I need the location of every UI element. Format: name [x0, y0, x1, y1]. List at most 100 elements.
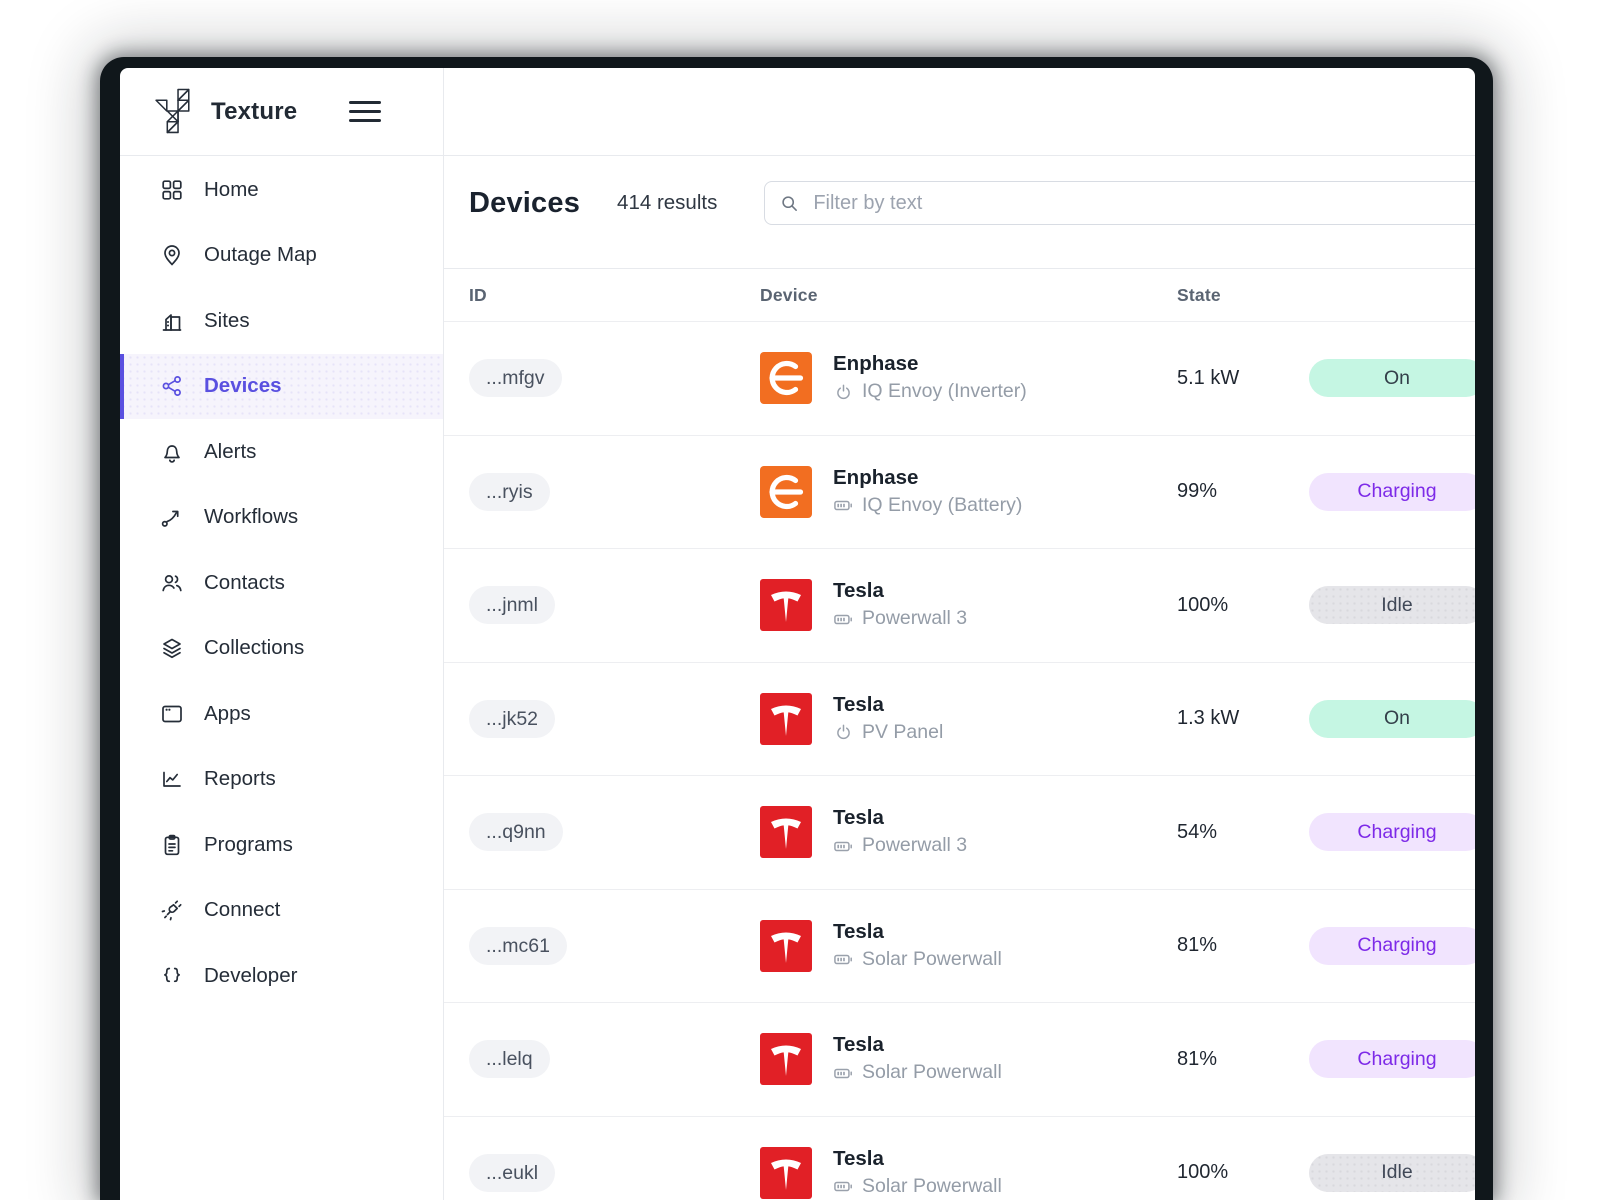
search-box[interactable]: [764, 181, 1475, 225]
device-model: Solar Powerwall: [833, 1063, 1002, 1084]
sidebar-item-outage-map[interactable]: Outage Map: [120, 223, 443, 289]
device-state-value: 100%: [1177, 593, 1229, 616]
sidebar-item-label: Home: [204, 177, 259, 201]
sidebar-item-label: Contacts: [204, 570, 285, 594]
enphase-logo-icon: [760, 352, 812, 405]
cell-id: ...q9nn: [444, 813, 760, 852]
sidebar-item-label: Developer: [204, 963, 298, 987]
sidebar-item-sites[interactable]: Sites: [120, 288, 443, 354]
clipboard-icon: [160, 833, 184, 857]
tesla-logo-icon: [760, 692, 812, 745]
sidebar-item-workflows[interactable]: Workflows: [120, 485, 443, 551]
device-id-pill: ...ryis: [469, 472, 550, 511]
cell-id: ...mfgv: [444, 359, 760, 398]
device-model-label: Powerwall 3: [862, 607, 968, 630]
sidebar-item-collections[interactable]: Collections: [120, 616, 443, 682]
sidebar-item-reports[interactable]: Reports: [120, 747, 443, 813]
table-row[interactable]: ...eukl Tesla Solar Powerwall 100% Idle: [444, 1115, 1475, 1200]
table-row[interactable]: ...ryis Enphase IQ Envoy (Battery) 99% C…: [444, 434, 1475, 549]
table-row[interactable]: ...jnml Tesla Powerwall 3 100% Idle: [444, 548, 1475, 662]
sidebar-item-contacts[interactable]: Contacts: [120, 550, 443, 616]
sidebar-item-developer[interactable]: Developer: [120, 943, 443, 1009]
search-input[interactable]: [811, 190, 1475, 216]
building-icon: [160, 309, 184, 333]
device-model: IQ Envoy (Battery): [833, 495, 1022, 516]
column-header-device: Device: [760, 284, 818, 305]
users-icon: [160, 571, 184, 595]
cell-id: ...jk52: [444, 699, 760, 738]
device-brand: Enphase: [833, 352, 919, 375]
sidebar-item-apps[interactable]: Apps: [120, 681, 443, 747]
cell-device: Tesla PV Panel: [760, 692, 1177, 745]
cell-device: Enphase IQ Envoy (Battery): [760, 465, 1177, 518]
device-brand: Tesla: [833, 692, 884, 716]
window-icon: [160, 702, 184, 726]
table-row[interactable]: ...mc61 Tesla Solar Powerwall 81% Chargi…: [444, 888, 1475, 1003]
table-row[interactable]: ...jk52 Tesla PV Panel 1.3 kW On: [444, 661, 1475, 776]
sidebar-item-label: Devices: [204, 374, 282, 398]
cell-device: Enphase IQ Envoy (Inverter): [760, 352, 1177, 405]
sidebar: Texture Home Outage Map Sites Devices Al…: [120, 68, 444, 1200]
sidebar-item-label: Programs: [204, 832, 293, 856]
device-brand: Tesla: [833, 1146, 884, 1170]
cell-device: Tesla Solar Powerwall: [760, 919, 1177, 972]
sidebar-item-label: Collections: [204, 636, 305, 660]
table-row[interactable]: ...mfgv Enphase IQ Envoy (Inverter) 5.1 …: [444, 321, 1475, 435]
search-icon: [782, 195, 798, 211]
sidebar-item-devices[interactable]: Devices: [120, 353, 443, 419]
sidebar-item-home[interactable]: Home: [120, 157, 443, 223]
main-top-strip: [444, 68, 1475, 156]
status-badge: Charging: [1309, 813, 1475, 852]
menu-toggle-button[interactable]: [349, 94, 381, 128]
chart-icon: [160, 767, 184, 791]
sidebar-item-label: Alerts: [204, 439, 257, 463]
tesla-logo-icon: [760, 919, 812, 972]
cell-device: Tesla Powerwall 3: [760, 579, 1177, 632]
device-brand: Tesla: [833, 1033, 884, 1056]
device-model-label: Solar Powerwall: [862, 1061, 1002, 1084]
tesla-logo-icon: [760, 806, 812, 859]
status-badge: On: [1309, 699, 1475, 738]
trend-arrow-icon: [160, 505, 184, 529]
tesla-logo-icon: [760, 1033, 812, 1086]
device-model: Solar Powerwall: [833, 949, 1002, 970]
status-badge: Idle: [1309, 1153, 1475, 1192]
device-model: Powerwall 3: [833, 836, 967, 857]
map-pin-icon: [160, 243, 184, 267]
power-icon: [833, 722, 854, 743]
device-id-pill: ...jk52: [469, 699, 556, 738]
share-network-icon: [160, 374, 184, 398]
plug-icon: [160, 898, 184, 922]
sidebar-item-label: Apps: [204, 701, 251, 725]
device-model-label: IQ Envoy (Inverter): [862, 380, 1027, 403]
table-row[interactable]: ...lelq Tesla Solar Powerwall 81% Chargi…: [444, 1002, 1475, 1116]
grid-icon: [160, 178, 184, 202]
sidebar-logo-row: Texture: [120, 68, 443, 156]
sidebar-nav: Home Outage Map Sites Devices Alerts Wor…: [120, 156, 443, 1009]
device-id-pill: ...lelq: [469, 1040, 550, 1079]
battery-icon: [833, 495, 854, 516]
device-id-pill: ...eukl: [469, 1153, 556, 1192]
table-row[interactable]: ...q9nn Tesla Powerwall 3 54% Charging: [444, 775, 1475, 889]
app-window: Texture Home Outage Map Sites Devices Al…: [120, 68, 1475, 1200]
device-brand: Tesla: [833, 806, 884, 829]
sidebar-item-alerts[interactable]: Alerts: [120, 419, 443, 485]
sidebar-item-programs[interactable]: Programs: [120, 812, 443, 878]
device-state-value: 81%: [1177, 1047, 1218, 1070]
battery-icon: [833, 1176, 854, 1197]
layers-icon: [160, 636, 184, 660]
texture-logo-icon: [153, 88, 200, 135]
device-id-pill: ...q9nn: [469, 813, 563, 852]
battery-icon: [833, 949, 854, 970]
device-model: IQ Envoy (Inverter): [833, 382, 1027, 403]
device-id-pill: ...mfgv: [469, 359, 562, 398]
cell-device: Tesla Powerwall 3: [760, 806, 1177, 859]
device-id-pill: ...jnml: [469, 586, 556, 625]
column-header-state: State: [1177, 284, 1221, 305]
power-icon: [833, 382, 854, 403]
device-model-label: IQ Envoy (Battery): [862, 493, 1023, 516]
device-state-value: 81%: [1177, 934, 1218, 957]
sidebar-item-connect[interactable]: Connect: [120, 878, 443, 944]
main-content: Devices 414 results ID Device State: [444, 68, 1475, 1200]
